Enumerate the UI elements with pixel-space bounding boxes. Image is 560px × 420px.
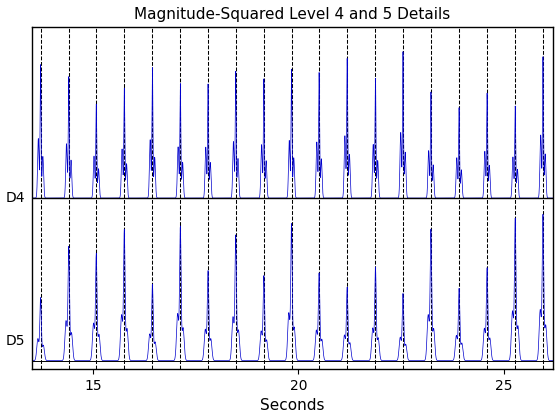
Text: D5: D5 (6, 334, 25, 348)
Text: D4: D4 (6, 191, 25, 205)
Title: Magnitude-Squared Level 4 and 5 Details: Magnitude-Squared Level 4 and 5 Details (134, 7, 450, 22)
X-axis label: Seconds: Seconds (260, 398, 325, 413)
